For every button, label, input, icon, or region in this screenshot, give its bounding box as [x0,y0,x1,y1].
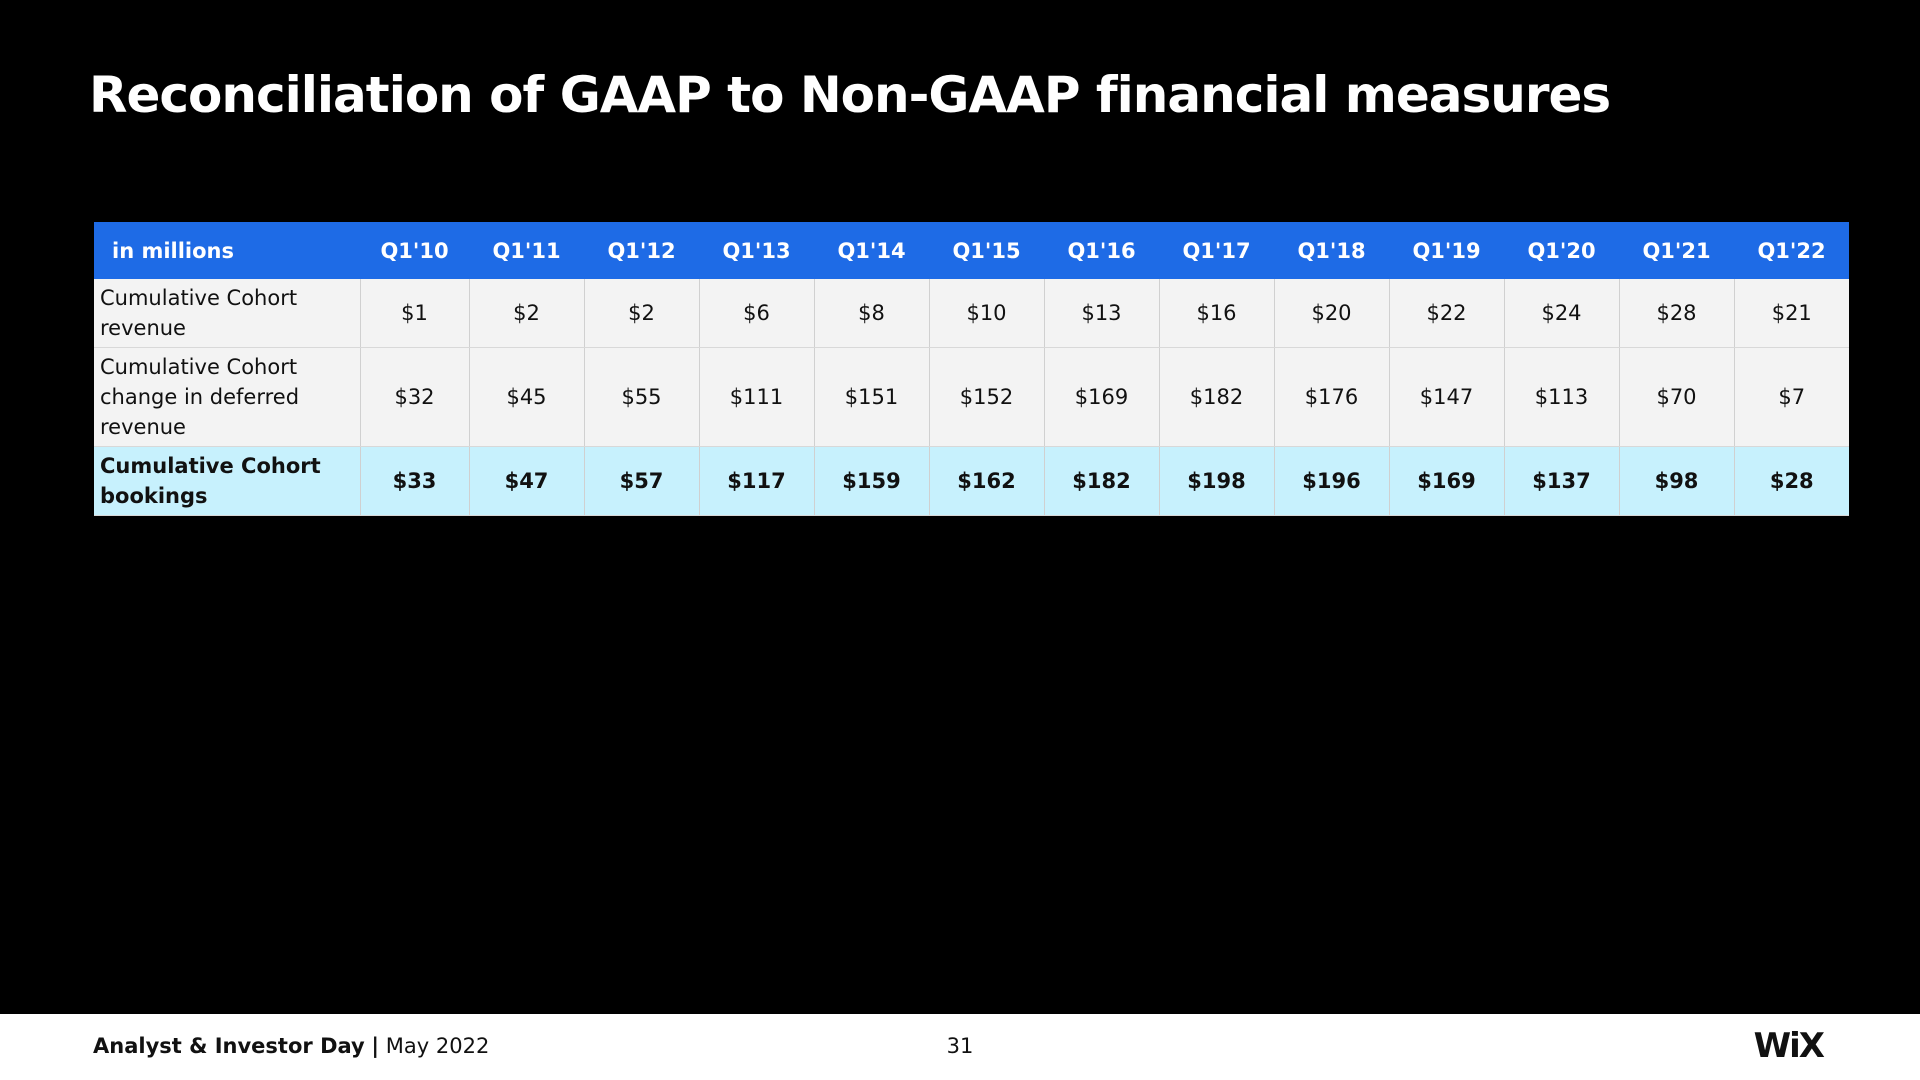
column-header: Q1'12 [584,222,699,279]
cell: $28 [1618,279,1734,348]
column-header: Q1'20 [1504,222,1619,279]
column-header: in millions [94,222,360,279]
cell: $98 [1618,446,1734,516]
cell: $45 [468,347,584,447]
cell: $57 [583,446,699,516]
cell: $196 [1273,446,1389,516]
cell: $113 [1503,347,1619,447]
cell: $2 [468,279,584,348]
column-header: Q1'19 [1389,222,1504,279]
cell: $111 [698,347,814,447]
cell: $182 [1043,446,1159,516]
cell: $2 [583,279,699,348]
cell: $13 [1043,279,1159,348]
cell: $55 [583,347,699,447]
cell: $21 [1733,279,1849,348]
header-row: in millions Q1'10 Q1'11 Q1'12 Q1'13 Q1'14 Q1'1… [94,222,1849,279]
cell: $22 [1388,279,1504,348]
row-label: Cumulative Cohort revenue [94,279,360,348]
column-header: Q1'10 [360,222,469,279]
table-row: Cumulative Cohort bookings $33 $47 $57 $117 $… [94,446,1849,516]
cell: $182 [1158,347,1274,447]
event-date: May 2022 [385,1034,490,1058]
row-label: Cumulative Cohort change in deferred rev… [94,347,360,447]
column-header: Q1'15 [929,222,1044,279]
cell: $20 [1273,279,1389,348]
cell: $176 [1273,347,1389,447]
column-header: Q1'11 [469,222,584,279]
footer-left: Analyst & Investor Day | May 2022 [93,1034,489,1058]
cell: $16 [1158,279,1274,348]
cell: $151 [813,347,929,447]
cell: $117 [698,446,814,516]
cell: $169 [1388,446,1504,516]
row-label: Cumulative Cohort bookings [94,446,360,516]
separator: | [371,1034,380,1058]
cell: $198 [1158,446,1274,516]
cell: $169 [1043,347,1159,447]
cell: $10 [928,279,1044,348]
cell: $24 [1503,279,1619,348]
cell: $70 [1618,347,1734,447]
column-header: Q1'22 [1734,222,1849,279]
cell: $162 [928,446,1044,516]
column-header: Q1'18 [1274,222,1389,279]
data-table: in millions Q1'10 Q1'11 Q1'12 Q1'13 Q1'14 Q1'1… [94,222,1849,516]
slide-title: Reconciliation of GAAP to Non-GAAP finan… [89,66,1611,124]
column-header: Q1'14 [814,222,929,279]
cell: $33 [359,446,469,516]
column-header: Q1'17 [1159,222,1274,279]
footer: Analyst & Investor Day | May 2022 31 WiX [0,1014,1920,1080]
cell: $47 [468,446,584,516]
cell: $1 [359,279,469,348]
table-row: Cumulative Cohort revenue $1 $2 $2 $6 $8 $10 $1… [94,279,1849,348]
table-row: Cumulative Cohort change in deferred rev… [94,347,1849,447]
column-header: Q1'21 [1619,222,1734,279]
cell: $32 [359,347,469,447]
page-number: 31 [946,1034,974,1058]
cell: $6 [698,279,814,348]
cell: $137 [1503,446,1619,516]
cell: $7 [1733,347,1849,447]
cell: $147 [1388,347,1504,447]
column-header: Q1'16 [1044,222,1159,279]
cell: $159 [813,446,929,516]
column-header: Q1'13 [699,222,814,279]
event-name: Analyst & Investor Day [93,1034,365,1058]
cell: $152 [928,347,1044,447]
logo: WiX [1753,1026,1825,1066]
cell: $28 [1733,446,1849,516]
cell: $8 [813,279,929,348]
